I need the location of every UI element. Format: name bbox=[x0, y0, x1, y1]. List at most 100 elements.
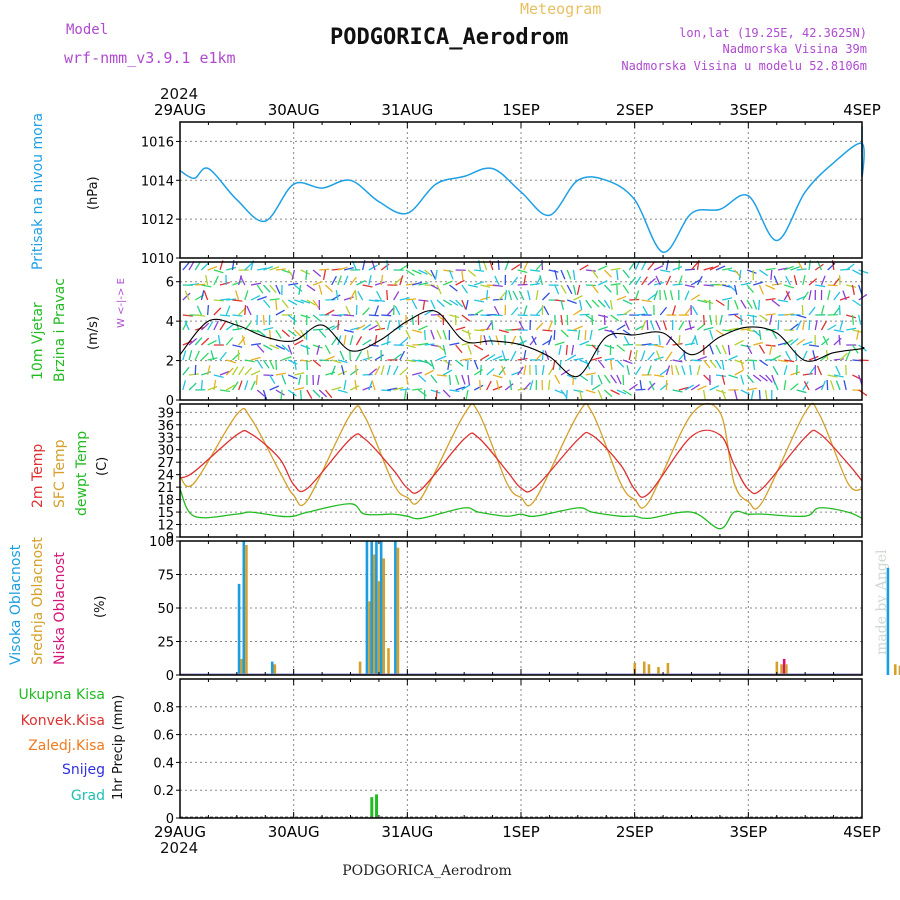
wind-barb bbox=[517, 357, 528, 361]
precip-legend-snow: Snijeg bbox=[62, 762, 105, 778]
wind-barb bbox=[480, 328, 491, 331]
wind-barb bbox=[758, 329, 762, 340]
wind-barb bbox=[808, 290, 812, 301]
wind-barb bbox=[300, 344, 311, 350]
wind-barb bbox=[194, 350, 200, 361]
wind-barb bbox=[734, 284, 738, 295]
wind-barb bbox=[703, 266, 714, 271]
wind-barb bbox=[455, 344, 463, 354]
wind-barb bbox=[740, 359, 745, 370]
model-label: Model bbox=[66, 22, 108, 38]
wind-barb bbox=[256, 344, 265, 353]
wind-barb bbox=[827, 324, 837, 331]
wind-barb bbox=[405, 298, 417, 301]
wind-barb bbox=[275, 329, 282, 339]
wind-barb bbox=[281, 344, 290, 353]
wind-barb bbox=[492, 355, 503, 361]
wind-barb bbox=[628, 276, 637, 286]
wind-barb bbox=[418, 342, 429, 346]
wind-barb bbox=[182, 366, 190, 376]
wind-barb bbox=[316, 344, 320, 355]
wind-barb bbox=[734, 339, 744, 346]
wind-barb bbox=[560, 369, 570, 376]
year-top: 2024 bbox=[160, 85, 198, 103]
wind-barb bbox=[345, 305, 351, 316]
meteogram-title: Meteogram bbox=[520, 0, 601, 18]
wind-barb bbox=[269, 359, 275, 370]
cloud-bar bbox=[782, 658, 786, 675]
wind-barb bbox=[381, 314, 392, 317]
cloud-bar bbox=[657, 666, 660, 675]
wind-barb bbox=[770, 269, 773, 281]
wind-barb bbox=[647, 351, 655, 361]
wind-barb bbox=[634, 350, 638, 361]
wind-barb bbox=[442, 299, 453, 306]
wind-barb bbox=[362, 307, 370, 316]
pressure-unit: (hPa) bbox=[86, 176, 101, 210]
wind-barb bbox=[655, 275, 661, 286]
wind-barb bbox=[790, 383, 799, 391]
wind-barb bbox=[609, 299, 613, 310]
wind-barb bbox=[827, 284, 838, 287]
cloud-bar bbox=[898, 665, 900, 675]
y-tick-label: 0 bbox=[166, 394, 174, 409]
wind-barb bbox=[430, 374, 438, 384]
wind-barb bbox=[403, 389, 407, 400]
wind-barb bbox=[374, 305, 380, 316]
y-tick-label: 2 bbox=[166, 355, 174, 370]
wind-barb bbox=[808, 355, 819, 361]
wind-barb bbox=[455, 374, 460, 385]
wind-barb bbox=[738, 269, 742, 280]
wind-barb bbox=[690, 384, 700, 391]
wind-barb bbox=[634, 290, 640, 301]
wind-barb bbox=[715, 344, 722, 355]
wind-barb bbox=[518, 290, 525, 301]
cloud-bar bbox=[368, 601, 371, 675]
wind-barb bbox=[250, 295, 261, 301]
wind-barb bbox=[269, 374, 276, 384]
wind-barb bbox=[769, 344, 773, 355]
wind-barb bbox=[498, 366, 506, 376]
wind-barb bbox=[312, 269, 322, 277]
wind-barb bbox=[610, 389, 620, 396]
wind-barb bbox=[734, 369, 744, 376]
wind-barb bbox=[239, 275, 246, 286]
wind-barb bbox=[217, 335, 221, 346]
wind-barb bbox=[740, 344, 751, 348]
wind-barb bbox=[380, 263, 390, 271]
wind-barb bbox=[790, 266, 801, 271]
wind-barb bbox=[182, 340, 193, 346]
wind-barb bbox=[845, 350, 851, 361]
wind-barb bbox=[188, 261, 195, 271]
wind-barb bbox=[709, 385, 720, 391]
wind-barb bbox=[771, 283, 782, 286]
wind-barb bbox=[846, 327, 857, 331]
wind-barb bbox=[746, 269, 757, 274]
wind-barb bbox=[299, 389, 302, 401]
wind-barb bbox=[579, 340, 590, 346]
wind-barb bbox=[250, 356, 261, 361]
wind-barb bbox=[653, 265, 664, 271]
wind-barb bbox=[337, 370, 348, 376]
wind-barb bbox=[709, 359, 717, 369]
wind-barb bbox=[634, 366, 642, 376]
wind-barb bbox=[820, 275, 826, 286]
y-tick-label: 12 bbox=[157, 519, 174, 534]
wind-barb bbox=[703, 359, 711, 369]
wind-barb bbox=[591, 269, 599, 279]
wind-barb bbox=[634, 276, 642, 286]
y-tick-label: 4 bbox=[166, 315, 174, 330]
wind-barb bbox=[495, 335, 500, 346]
wind-barb bbox=[535, 322, 544, 331]
cloud-bar bbox=[394, 541, 397, 675]
wind-barb bbox=[461, 269, 464, 281]
wind-compass: W <-|-> E bbox=[116, 278, 127, 328]
wind-barb bbox=[305, 269, 308, 281]
wind-barb bbox=[858, 293, 868, 301]
cloud-bar bbox=[240, 658, 243, 675]
wind-barb bbox=[684, 306, 692, 316]
wind-barb bbox=[200, 352, 209, 361]
wind-barb bbox=[777, 299, 788, 303]
wind-barb bbox=[492, 374, 503, 379]
cloud-bar bbox=[387, 648, 390, 675]
